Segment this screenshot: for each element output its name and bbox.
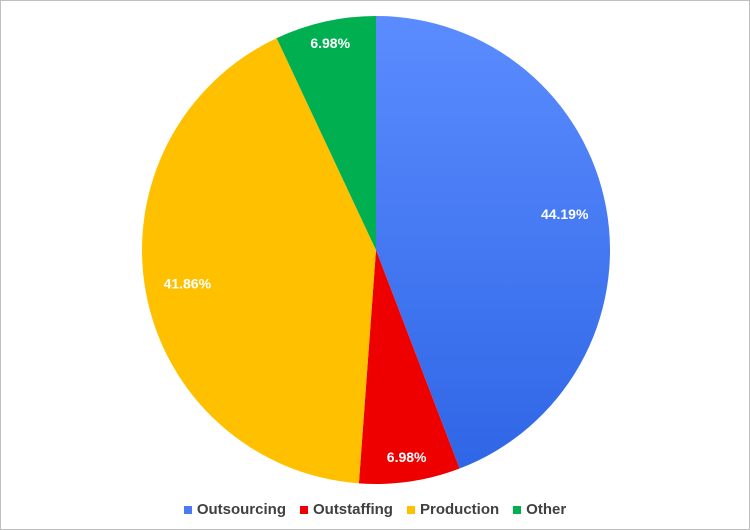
- data-label: 41.86%: [164, 276, 212, 292]
- pie-slice: [276, 16, 376, 250]
- legend-item: Outsourcing: [183, 501, 286, 518]
- pie-slice: [141, 38, 376, 484]
- legend: Outsourcing Outstaffing Production Other: [1, 501, 749, 518]
- legend-swatch: [299, 505, 308, 514]
- legend-label: Production: [419, 501, 500, 518]
- data-label: 6.98%: [387, 449, 427, 465]
- legend-label: Other: [526, 501, 567, 518]
- legend-label: Outsourcing: [196, 501, 286, 518]
- data-label: 44.19%: [541, 206, 589, 222]
- data-label: 6.98%: [310, 35, 350, 51]
- legend-item: Production: [406, 501, 500, 518]
- pie-slice: [376, 16, 611, 469]
- legend-swatch: [406, 505, 415, 514]
- legend-label: Outstaffing: [312, 501, 393, 518]
- pie-slice: [358, 250, 460, 484]
- legend-item: Other: [513, 501, 566, 518]
- legend-item: Outstaffing: [299, 501, 393, 518]
- legend-swatch: [183, 505, 192, 514]
- legend-swatch: [513, 505, 522, 514]
